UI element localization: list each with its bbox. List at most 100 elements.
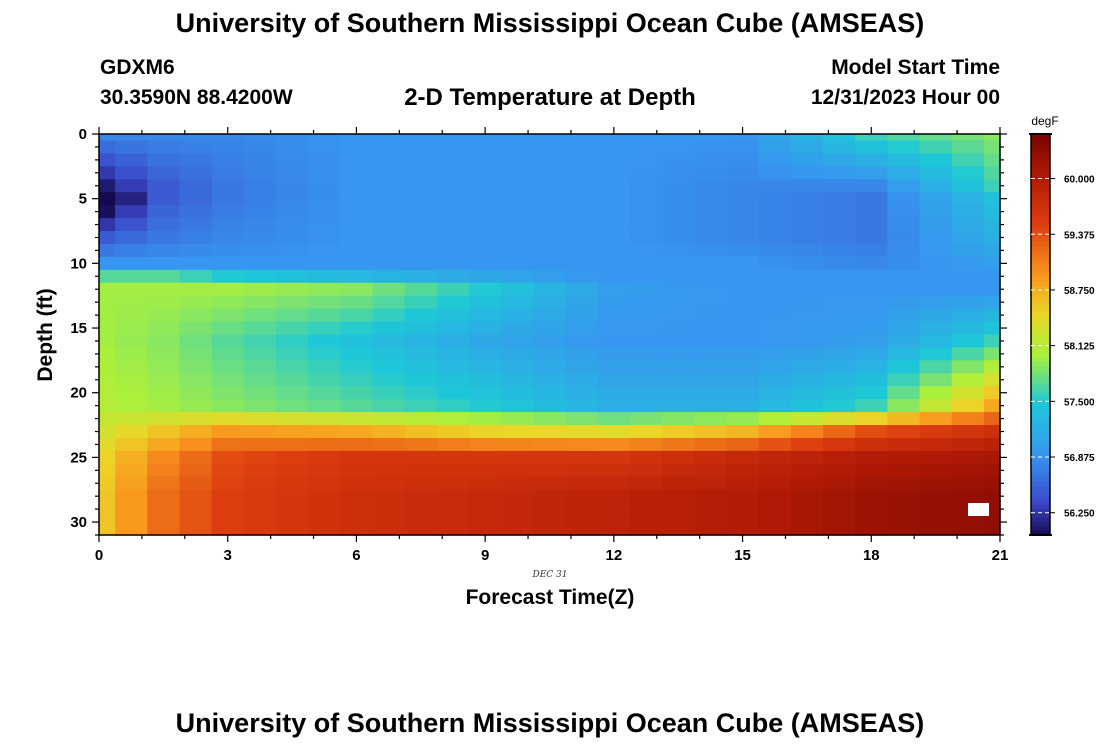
colorbar-segment xyxy=(1031,169,1050,175)
heatmap-cell xyxy=(758,347,792,361)
y-tick-label: 20 xyxy=(70,385,87,402)
heatmap-cell xyxy=(243,412,277,426)
heatmap-cell xyxy=(629,166,663,180)
heatmap-cell xyxy=(565,179,599,193)
heatmap-cell xyxy=(179,295,213,310)
heatmap-cell xyxy=(275,399,309,413)
heatmap-cell xyxy=(340,528,374,536)
heatmap-cell xyxy=(147,218,181,232)
heatmap-cell xyxy=(308,269,341,284)
heatmap-cell xyxy=(404,282,438,297)
heatmap-cell xyxy=(983,528,1001,536)
heatmap-cell xyxy=(243,205,277,219)
heatmap-cell xyxy=(501,476,535,491)
heatmap-cell xyxy=(694,502,728,517)
colorbar-segment xyxy=(1031,365,1050,371)
heatmap-cell xyxy=(99,166,116,180)
colorbar-segment xyxy=(1031,459,1050,465)
heatmap-cell xyxy=(372,450,406,465)
heatmap-cell xyxy=(436,515,470,530)
heatmap-cell xyxy=(662,437,695,452)
heatmap-cell xyxy=(436,425,470,439)
heatmap-cell xyxy=(340,295,374,310)
heatmap-cell xyxy=(211,321,245,336)
heatmap-cell xyxy=(211,282,245,297)
heatmap-cell xyxy=(308,515,341,530)
heatmap-cell xyxy=(565,386,599,400)
heatmap-cell xyxy=(694,515,728,530)
heatmap-cell xyxy=(919,347,953,361)
heatmap-cell xyxy=(211,243,245,258)
heatmap-cell xyxy=(99,347,116,361)
heatmap-cell xyxy=(565,412,599,426)
heatmap-cell xyxy=(726,231,760,245)
heatmap-cell xyxy=(147,308,181,323)
heatmap-cell xyxy=(179,399,213,413)
heatmap-cell xyxy=(243,502,277,517)
heatmap-cell xyxy=(887,450,921,465)
heatmap-cell xyxy=(565,502,599,517)
heatmap-cell xyxy=(983,386,1001,400)
heatmap-cell xyxy=(726,476,760,491)
heatmap-cell xyxy=(790,218,824,232)
heatmap-cell xyxy=(758,179,792,193)
heatmap-cell xyxy=(340,256,374,271)
heatmap-cell xyxy=(887,269,921,284)
heatmap-cell xyxy=(823,347,856,361)
heatmap-cell xyxy=(340,489,374,504)
heatmap-cell xyxy=(179,437,213,452)
heatmap-cell xyxy=(243,489,277,504)
heatmap-cell xyxy=(243,463,277,478)
heatmap-cell xyxy=(855,140,888,155)
heatmap-cell xyxy=(179,515,213,530)
colorbar-segment xyxy=(1031,361,1050,367)
heatmap-cell xyxy=(340,347,374,361)
colorbar-segment xyxy=(1031,432,1050,438)
heatmap-cell xyxy=(951,256,985,271)
heatmap-cell xyxy=(662,192,695,206)
colorbar-segment xyxy=(1031,330,1050,336)
heatmap-cell xyxy=(308,140,341,155)
heatmap-cell xyxy=(469,347,502,361)
heatmap-cell xyxy=(469,205,502,219)
heatmap-cell xyxy=(887,140,921,155)
heatmap-cell xyxy=(694,166,728,180)
heatmap-cell xyxy=(211,386,245,400)
colorbar-segment xyxy=(1031,183,1050,189)
heatmap-cell xyxy=(629,489,663,504)
heatmap-cell xyxy=(340,515,374,530)
heatmap-cell xyxy=(147,295,181,310)
heatmap-cell xyxy=(115,399,148,413)
heatmap-cell xyxy=(372,347,406,361)
heatmap-cell xyxy=(887,386,921,400)
heatmap-cell xyxy=(243,425,277,439)
heatmap-cell xyxy=(694,437,728,452)
heatmap-cell xyxy=(662,528,695,536)
heatmap-cell xyxy=(115,218,148,232)
heatmap-cell xyxy=(919,463,953,478)
heatmap-cell xyxy=(726,347,760,361)
heatmap-cell xyxy=(790,243,824,258)
heatmap-cell xyxy=(951,489,985,504)
heatmap-cell xyxy=(404,256,438,271)
heatmap-cell xyxy=(115,134,148,142)
colorbar-segment xyxy=(1031,428,1050,434)
heatmap-cell xyxy=(501,166,535,180)
heatmap-cell xyxy=(275,153,309,167)
heatmap-cell xyxy=(436,334,470,349)
heatmap-cell xyxy=(340,134,374,142)
heatmap-cell xyxy=(662,373,695,387)
heatmap-cell xyxy=(855,205,888,219)
heatmap-cell xyxy=(275,502,309,517)
heatmap-cell xyxy=(243,282,277,297)
heatmap-cell xyxy=(758,412,792,426)
heatmap-cell xyxy=(99,489,116,504)
colorbar-segment xyxy=(1031,276,1050,282)
heatmap-cell xyxy=(404,192,438,206)
heatmap-cell xyxy=(501,179,535,193)
heatmap-cell xyxy=(147,321,181,336)
heatmap-cell xyxy=(243,179,277,193)
heatmap-cell xyxy=(565,192,599,206)
colorbar-segment xyxy=(1031,450,1050,456)
heatmap-cell xyxy=(179,218,213,232)
